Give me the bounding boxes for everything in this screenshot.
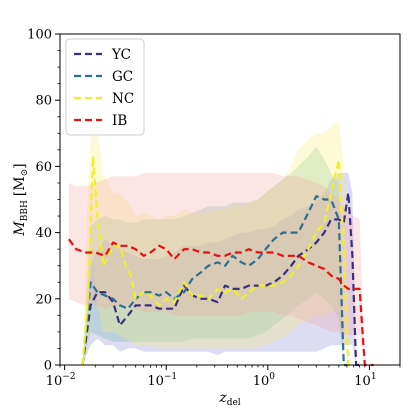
x-tick-label: 101 — [354, 372, 376, 389]
legend-box — [65, 38, 145, 136]
y-axis-label-unit-close: ] — [12, 163, 28, 168]
y-tick-label: 100 — [27, 28, 52, 43]
band-nc — [82, 100, 352, 365]
y-tick-label: 40 — [35, 226, 52, 241]
y-tick-label: 20 — [35, 292, 52, 307]
y-axis-label-main: M — [12, 221, 28, 237]
series-line-yc — [81, 191, 360, 367]
legend-label-ib: IB — [112, 113, 127, 129]
x-axis-label-main: z — [218, 390, 227, 406]
y-tick-label: 0 — [44, 359, 52, 374]
series-line-ib — [68, 238, 374, 367]
x-axis-ticks: 10−2 10−1 100 101 — [46, 365, 401, 389]
y-axis-label-sub: BBH — [20, 200, 30, 221]
y-axis-label-unit: [M — [12, 176, 28, 196]
series-line-gc — [81, 195, 347, 367]
x-axis-label: zdel — [218, 390, 240, 408]
uncertainty-bands — [68, 100, 374, 365]
median-lines — [68, 155, 374, 367]
band-yc — [82, 173, 360, 365]
x-tick-label: 10−1 — [147, 372, 177, 389]
series-line-nc — [81, 155, 352, 367]
y-tick-label: 60 — [35, 160, 52, 175]
y-tick-label: 80 — [35, 94, 52, 109]
x-axis-label-sub: del — [227, 398, 241, 408]
legend-label-yc: YC — [111, 47, 131, 63]
y-axis-label-unit-sub: ⊙ — [20, 169, 30, 177]
y-axis-ticks: 0 20 40 60 80 100 — [27, 28, 60, 374]
band-ib — [68, 173, 374, 365]
x-tick-label: 100 — [253, 372, 276, 389]
y-axis-label: MBBH [M⊙] — [12, 163, 30, 236]
legend-label-gc: GC — [112, 69, 133, 85]
x-tick-label: 10−2 — [46, 372, 76, 389]
legend: YC GC NC IB — [65, 38, 145, 136]
legend-label-nc: NC — [112, 91, 134, 107]
